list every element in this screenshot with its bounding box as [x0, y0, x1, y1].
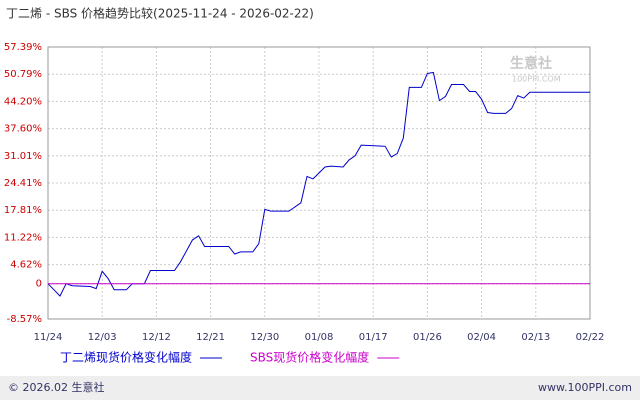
x-tick-label: 02/04: [467, 332, 496, 343]
x-tick-label: 01/08: [305, 332, 334, 343]
plot-frame: [47, 46, 591, 320]
y-tick-label: 44.20%: [4, 96, 42, 107]
y-tick-label: 50.79%: [4, 69, 42, 80]
y-tick-label: 11.22%: [4, 232, 42, 243]
legend-label: SBS现货价格变化幅度: [250, 350, 369, 365]
y-tick-label: 4.62%: [10, 260, 42, 271]
watermark: 生意社: [510, 55, 552, 72]
y-tick-label: 37.60%: [4, 124, 42, 135]
y-tick-label: 17.81%: [4, 205, 42, 216]
x-tick-label: 11/24: [34, 332, 63, 343]
x-tick-label: 12/03: [88, 332, 117, 343]
y-tick-label: 24.41%: [4, 178, 42, 189]
y-tick-label: 0: [36, 279, 42, 290]
y-tick-label: 31.01%: [4, 151, 42, 162]
x-tick-label: 12/21: [196, 332, 225, 343]
x-tick-label: 01/17: [359, 332, 388, 343]
legend-label: 丁二烯现货价格变化幅度: [60, 350, 192, 365]
x-tick-label: 01/26: [413, 332, 442, 343]
series-line: [47, 71, 590, 297]
x-tick-label: 02/13: [521, 332, 550, 343]
footer-bar: [0, 376, 640, 400]
footer-copyright: © 2026.02 生意社: [8, 380, 104, 394]
watermark-site: 100PPI.COM: [512, 75, 561, 84]
x-tick-label: 12/30: [250, 332, 279, 343]
x-tick-label: 12/12: [142, 332, 171, 343]
footer-url: www.100PPI.com: [538, 381, 632, 394]
x-tick-label: 02/22: [576, 332, 605, 343]
y-tick-label: -8.57%: [7, 314, 42, 325]
y-tick-label: 57.39%: [4, 42, 42, 53]
chart-title: 丁二烯 - SBS 价格趋势比较(2025-11-24 - 2026-02-22…: [6, 6, 314, 21]
